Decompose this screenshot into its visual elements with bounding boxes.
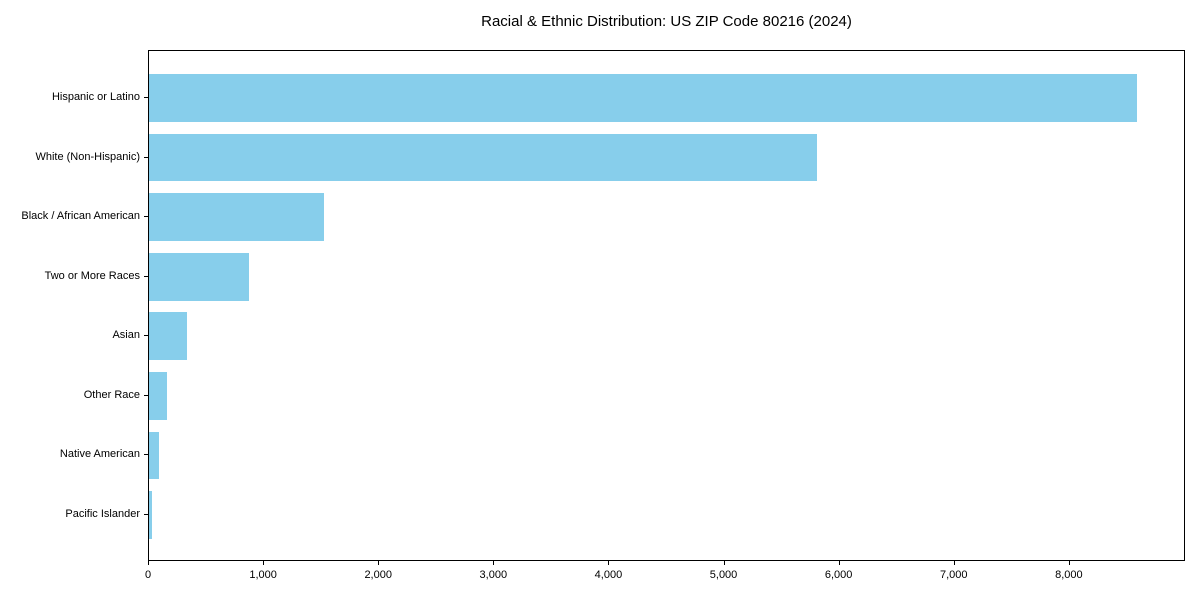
- bar-native-american: [149, 431, 160, 480]
- y-tick-mark: [144, 394, 148, 396]
- y-tick-label: Two or More Races: [44, 269, 140, 282]
- bar-black-african-american: [149, 193, 324, 241]
- x-tick-label: 7,000: [939, 569, 968, 581]
- x-tick-mark: [608, 561, 610, 565]
- chart-title: Racial & Ethnic Distribution: US ZIP Cod…: [481, 13, 852, 30]
- y-tick-mark: [144, 156, 148, 158]
- x-tick-mark: [378, 561, 380, 565]
- y-tick-mark: [144, 335, 148, 337]
- x-tick-mark: [723, 561, 725, 565]
- bar-asian: [149, 312, 187, 361]
- y-tick-label: Native American: [59, 448, 140, 461]
- x-tick-label: 3,000: [479, 569, 508, 581]
- y-tick-mark: [144, 454, 148, 456]
- x-tick-mark: [148, 561, 149, 565]
- bar-pacific-islander: [149, 491, 152, 539]
- y-tick-label: Asian: [112, 329, 140, 342]
- x-tick-label: 5,000: [709, 569, 738, 581]
- y-tick-mark: [144, 513, 148, 515]
- x-tick-mark: [838, 561, 840, 565]
- y-tick-mark: [144, 97, 148, 99]
- bar-white-non-hispanic: [149, 133, 817, 182]
- bar-two-or-more-races: [149, 252, 250, 301]
- y-tick-label: Other Race: [83, 388, 140, 401]
- x-tick-mark: [263, 561, 265, 565]
- bar-hispanic-or-latino: [149, 74, 1137, 122]
- y-tick-label: White (Non-Hispanic): [35, 150, 140, 163]
- y-tick-label: Hispanic or Latino: [51, 91, 140, 104]
- y-tick-mark: [144, 275, 148, 277]
- x-tick-mark: [493, 561, 495, 565]
- x-tick-label: 0: [144, 569, 152, 581]
- x-tick-label: 2,000: [364, 569, 392, 581]
- x-tick-label: 8,000: [1055, 569, 1083, 581]
- y-tick-label: Black / African American: [21, 210, 140, 223]
- x-tick-mark: [1068, 561, 1070, 565]
- x-tick-label: 4,000: [594, 569, 623, 581]
- x-tick-label: 1,000: [249, 569, 277, 581]
- plot-area: [148, 50, 1185, 561]
- x-tick-mark: [953, 561, 955, 565]
- y-tick-label: Pacific Islander: [65, 507, 140, 520]
- bar-other-race: [149, 372, 167, 420]
- x-tick-label: 6,000: [824, 569, 853, 581]
- y-tick-mark: [144, 216, 148, 218]
